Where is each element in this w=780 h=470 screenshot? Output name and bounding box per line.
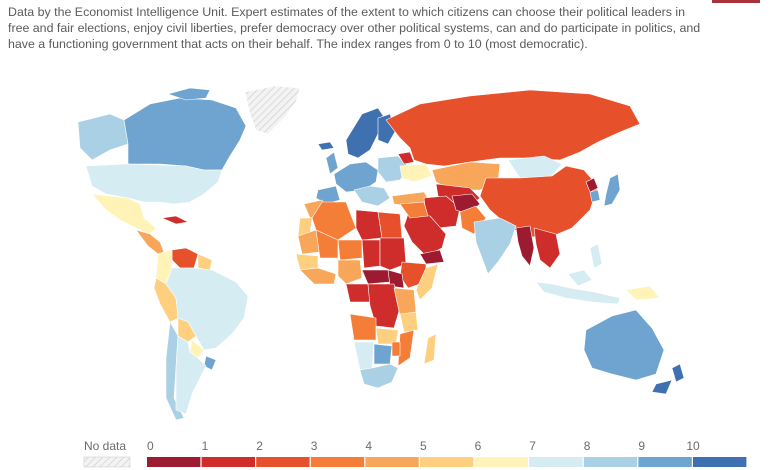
- legend-tick-2: 2: [256, 439, 263, 453]
- country-sudan[interactable]: [379, 237, 407, 271]
- country-papua[interactable]: [625, 285, 661, 301]
- country-north-korea[interactable]: [585, 177, 599, 193]
- country-mongolia[interactable]: [507, 155, 563, 179]
- country-mexico[interactable]: [91, 193, 157, 235]
- legend-tick-6: 6: [475, 439, 482, 453]
- legend-swatch-6: [474, 457, 528, 467]
- country-usa[interactable]: [85, 163, 223, 205]
- country-australia[interactable]: [583, 309, 665, 381]
- country-western-europe[interactable]: [333, 161, 379, 193]
- country-iceland[interactable]: [317, 141, 335, 151]
- legend-swatch-0: [147, 457, 201, 467]
- country-india[interactable]: [473, 217, 517, 275]
- legend-tick-5: 5: [420, 439, 427, 453]
- country-south-korea[interactable]: [589, 189, 601, 203]
- country-canada-islands[interactable]: [167, 87, 211, 101]
- country-philippines[interactable]: [589, 243, 603, 269]
- country-niger[interactable]: [337, 239, 363, 261]
- country-alaska[interactable]: [77, 113, 129, 161]
- legend-swatches: [147, 457, 747, 467]
- legend-no-data-label: No data: [84, 439, 126, 453]
- country-china[interactable]: [479, 165, 599, 239]
- country-new-zealand-south[interactable]: [651, 379, 673, 395]
- country-zimbabwe[interactable]: [391, 341, 401, 357]
- country-cuba[interactable]: [161, 215, 189, 225]
- legend-tick-1: 1: [202, 439, 209, 453]
- country-somalia[interactable]: [415, 263, 439, 301]
- world-map[interactable]: [0, 78, 780, 428]
- country-japan[interactable]: [603, 173, 621, 207]
- country-canada[interactable]: [123, 97, 247, 171]
- legend-swatch-7: [529, 457, 583, 467]
- country-south-sudan[interactable]: [387, 269, 405, 289]
- legend-tick-8: 8: [584, 439, 591, 453]
- country-myanmar[interactable]: [515, 225, 535, 267]
- country-new-zealand[interactable]: [671, 363, 685, 383]
- legend-swatch-9: [638, 457, 692, 467]
- country-guyanas[interactable]: [197, 253, 213, 271]
- header-accent-bar: [712, 0, 760, 3]
- country-belarus[interactable]: [397, 151, 415, 165]
- country-indonesia[interactable]: [535, 281, 621, 305]
- legend-swatch-1: [201, 457, 255, 467]
- country-tanzania[interactable]: [399, 311, 419, 333]
- country-botswana[interactable]: [373, 343, 393, 365]
- legend-tick-4: 4: [365, 439, 372, 453]
- country-senegal-guinea[interactable]: [295, 253, 319, 271]
- country-russia[interactable]: [385, 89, 641, 167]
- legend-tick-3: 3: [311, 439, 318, 453]
- country-mozambique[interactable]: [397, 329, 415, 367]
- country-nigeria[interactable]: [337, 259, 363, 285]
- country-car[interactable]: [361, 269, 391, 285]
- legend-swatch-5: [420, 457, 474, 467]
- legend-swatch-10: [693, 457, 747, 467]
- country-yemen[interactable]: [419, 249, 445, 265]
- country-uruguay[interactable]: [203, 355, 217, 371]
- country-mali[interactable]: [315, 229, 339, 259]
- legend-no-data-swatch: [83, 456, 131, 468]
- country-venezuela[interactable]: [171, 247, 199, 269]
- color-legend: No data 0 1 2 3 4 5 6 7 8 9 10: [83, 439, 747, 468]
- country-italy-balkans[interactable]: [353, 185, 391, 207]
- legend-swatch-3: [310, 457, 365, 467]
- country-bolivia[interactable]: [177, 317, 197, 343]
- country-iraq-syria[interactable]: [399, 201, 429, 219]
- country-greenland[interactable]: [244, 85, 301, 135]
- legend-tick-9: 9: [638, 439, 645, 453]
- legend-swatch-2: [256, 457, 310, 467]
- country-uk[interactable]: [325, 151, 339, 175]
- country-chad[interactable]: [361, 239, 381, 269]
- country-west-coast[interactable]: [299, 267, 337, 285]
- country-argentina[interactable]: [175, 335, 207, 415]
- country-cameroon-gabon[interactable]: [345, 283, 371, 303]
- legend-tick-labels: 0 1 2 3 4 5 6 7 8 9 10: [147, 439, 700, 453]
- legend-tick-7: 7: [529, 439, 536, 453]
- country-madagascar[interactable]: [423, 333, 437, 365]
- country-indochina[interactable]: [533, 227, 561, 269]
- country-south-africa[interactable]: [359, 363, 399, 389]
- country-angola[interactable]: [349, 313, 377, 341]
- chart-description: Data by the Economist Intelligence Unit.…: [8, 5, 701, 51]
- legend-tick-10: 10: [686, 439, 700, 453]
- legend-swatch-4: [365, 457, 419, 467]
- country-zambia[interactable]: [375, 327, 399, 345]
- country-egypt[interactable]: [377, 211, 403, 239]
- country-borneo[interactable]: [567, 269, 593, 287]
- country-libya[interactable]: [355, 209, 383, 241]
- legend-swatch-8: [583, 457, 638, 467]
- country-brazil[interactable]: [165, 267, 249, 351]
- country-ukraine[interactable]: [399, 163, 433, 183]
- country-namibia[interactable]: [353, 341, 375, 371]
- legend-tick-0: 0: [147, 439, 154, 453]
- country-drc[interactable]: [367, 283, 401, 329]
